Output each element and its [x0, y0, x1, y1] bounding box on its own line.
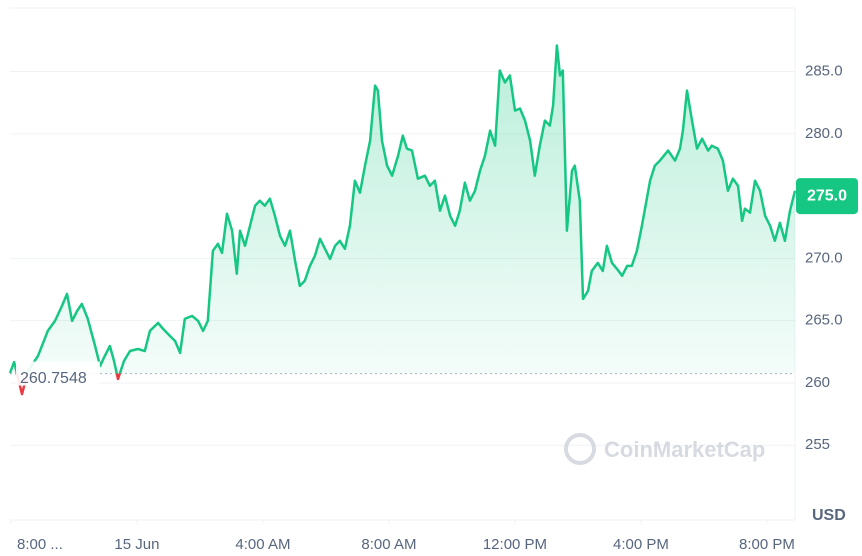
watermark-text: CoinMarketCap — [604, 437, 765, 462]
current-price-badge — [796, 178, 858, 215]
y-tick-label: 265.0 — [805, 312, 843, 329]
y-tick-label: 260 — [805, 374, 830, 391]
x-tick-label: 8:00 ... — [17, 536, 63, 553]
y-tick-label: 270.0 — [805, 249, 843, 266]
y-tick-label: 255 — [805, 436, 830, 453]
current-price-label: 275.0 — [807, 187, 847, 204]
plot — [8, 44, 797, 396]
x-tick-label: 15 Jun — [114, 536, 159, 553]
currency-label: USD — [812, 507, 846, 524]
x-tick-label: 8:00 AM — [361, 536, 416, 553]
y-tick-label: 285.0 — [805, 63, 843, 80]
x-tick-label: 8:00 PM — [739, 536, 795, 553]
x-tick-label: 4:00 AM — [235, 536, 290, 553]
x-tick-label: 12:00 PM — [483, 536, 547, 553]
price-area — [10, 45, 795, 374]
price-line — [8, 44, 797, 396]
y-tick-label: 280.0 — [805, 125, 843, 142]
baseline-label: 260.7548 — [20, 370, 87, 387]
x-tick-label: 4:00 PM — [613, 536, 669, 553]
watermark: CoinMarketCap — [564, 433, 765, 465]
watermark-logo — [564, 433, 596, 465]
baseline-label-bg — [16, 361, 100, 386]
